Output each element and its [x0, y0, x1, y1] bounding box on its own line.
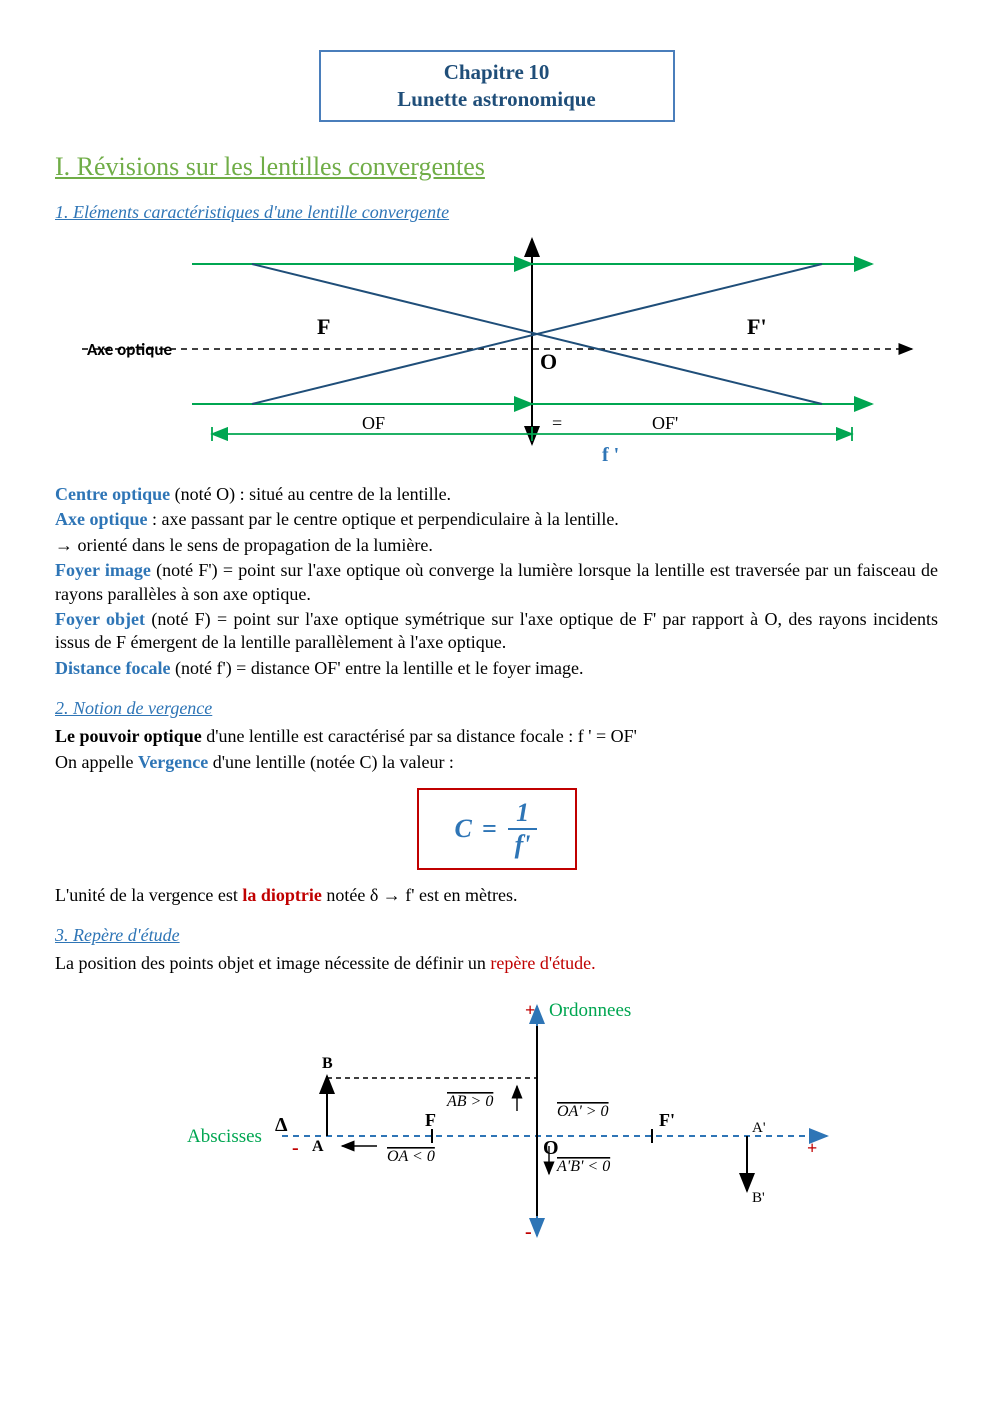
label-fprime: f ': [602, 444, 619, 466]
subsection-1-1-heading: 1. Eléments caractéristiques d'une lenti…: [55, 202, 938, 223]
axe-optique-label: Axe optique: [87, 339, 173, 360]
label-O: O: [540, 349, 557, 374]
term-foyer-image: Foyer image: [55, 560, 151, 580]
def-foyer-objet: Foyer objet (noté F) = point sur l'axe o…: [55, 608, 938, 655]
vergence-p2: On appelle Vergence d'une lentille (noté…: [55, 751, 938, 774]
def-centre-optique: Centre optique (noté O) : situé au centr…: [55, 483, 938, 506]
d2-plus-right: +: [807, 1138, 817, 1158]
d2-label-O: O: [543, 1137, 559, 1159]
d2-B: B: [322, 1055, 333, 1072]
def-foyer-image: Foyer image (noté F') = point sur l'axe …: [55, 559, 938, 606]
term-repere-etude: repère d'étude.: [490, 953, 595, 973]
chapter-title-box: Chapitre 10 Lunette astronomique: [319, 50, 675, 122]
d2-delta: Δ: [275, 1114, 288, 1136]
d2-Bprime: B': [752, 1190, 765, 1206]
d2-minus-bot: -: [525, 1221, 532, 1243]
d2-Fprime: F': [659, 1110, 675, 1130]
term-centre-optique: Centre optique: [55, 484, 170, 504]
d2-abscisses: Abscisses: [187, 1126, 262, 1147]
d2-plus-top: +: [525, 1000, 535, 1020]
def-distance-focale: Distance focale (noté f') = distance OF'…: [55, 657, 938, 680]
label-OF: OF: [362, 413, 385, 433]
term-axe-optique: Axe optique: [55, 509, 148, 529]
d2-ApBp: A'B' < 0: [556, 1158, 610, 1175]
d2-AB: AB > 0: [446, 1093, 493, 1110]
chapter-number: 10: [528, 60, 549, 84]
d2-ordonnees: Ordonnees: [549, 1000, 631, 1021]
term-distance-focale: Distance focale: [55, 658, 170, 678]
section-1-heading: I. Révisions sur les lentilles convergen…: [55, 152, 938, 182]
repere-p1: La position des points objet et image né…: [55, 952, 938, 975]
d2-OAp: OA' > 0: [557, 1103, 609, 1120]
def-axe-orient: → orienté dans le sens de propagation de…: [55, 534, 938, 557]
label-OFprime: OF': [652, 413, 678, 433]
chapter-label: Chapitre: [444, 60, 524, 84]
vergence-unit: L'unité de la vergence est la dioptrie n…: [55, 884, 938, 907]
d2-F: F: [425, 1110, 436, 1130]
repere-diagram: O Abscisses Ordonnees Δ + - - + A B A' B…: [147, 986, 847, 1246]
label-eq: =: [552, 413, 562, 433]
label-Fprime: F': [747, 314, 767, 339]
vergence-formula: C = 1 f': [454, 800, 538, 858]
term-dioptrie: la dioptrie: [242, 885, 322, 905]
d2-OA: OA < 0: [387, 1148, 435, 1165]
subsection-1-2-heading: 2. Notion de vergence: [55, 698, 938, 719]
arrow-icon: →: [55, 535, 73, 555]
d2-Aprime: A': [752, 1120, 766, 1136]
d2-minus-left: -: [292, 1137, 299, 1159]
term-vergence: Vergence: [138, 752, 208, 772]
fraction: 1 f': [507, 800, 539, 858]
label-F: F: [317, 314, 330, 339]
subsection-1-3-heading: 3. Repère d'étude: [55, 925, 938, 946]
d2-A: A: [312, 1138, 324, 1155]
chapter-subtitle: Lunette astronomique: [337, 87, 657, 112]
vergence-p1: Le pouvoir optique d'une lentille est ca…: [55, 725, 938, 748]
term-foyer-objet: Foyer objet: [55, 609, 145, 629]
vergence-formula-box: C = 1 f': [417, 788, 577, 870]
lens-diagram-1: F F' O OF = OF' f ' Axe optique: [62, 229, 932, 469]
def-axe-optique: Axe optique : axe passant par le centre …: [55, 508, 938, 531]
